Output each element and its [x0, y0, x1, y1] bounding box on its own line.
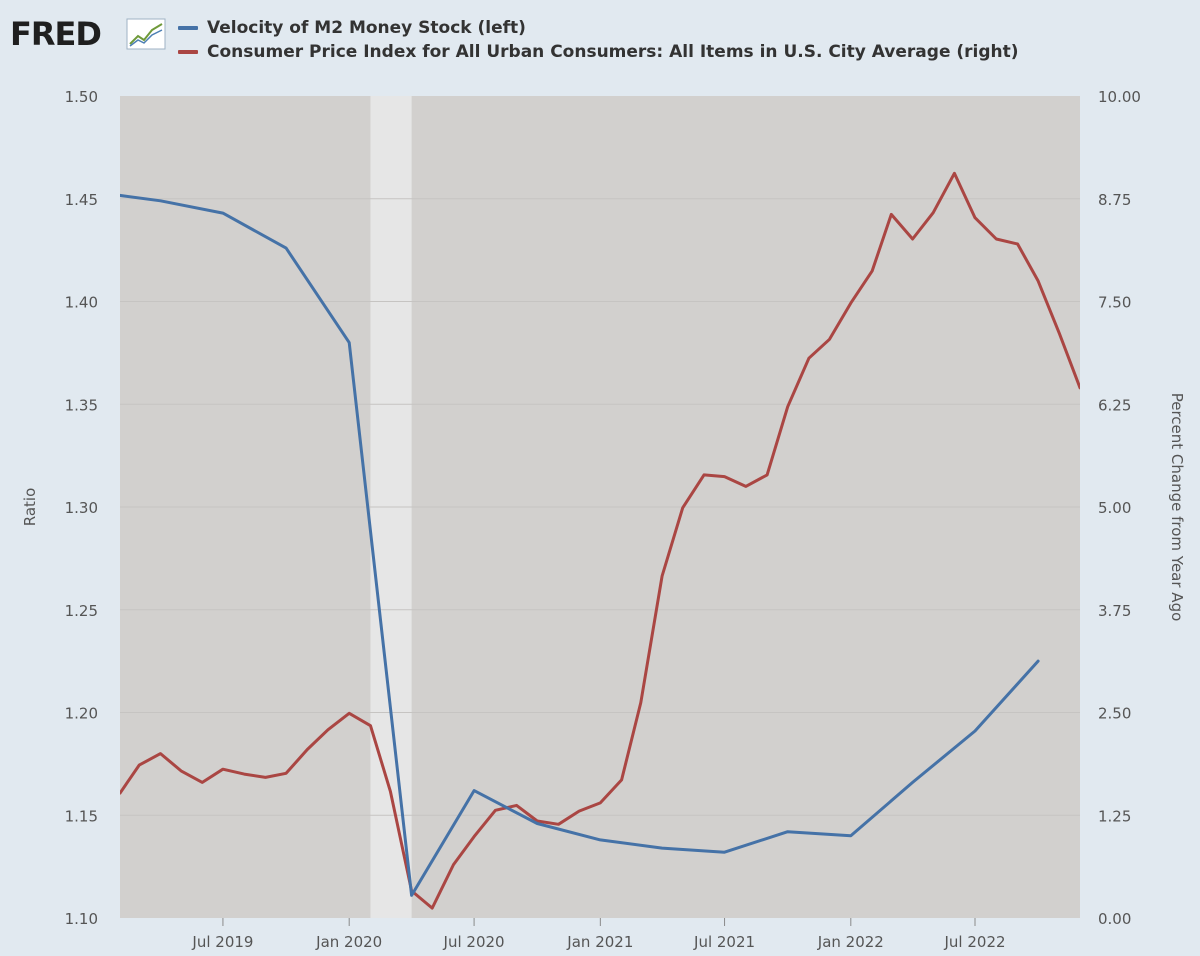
legend-swatch-velocity	[178, 26, 198, 30]
right-tick-label: 0.00	[1098, 910, 1131, 928]
series-line-velocity[interactable]	[99, 193, 1040, 897]
series-line-cpi[interactable]	[99, 171, 1080, 910]
legend-swatch-cpi	[178, 50, 198, 54]
left-axis-label: Ratio	[21, 488, 39, 527]
left-axis-ticks: 1.10 1.15 1.20 1.25 1.30 1.35 1.40 1.45 1.50	[65, 88, 98, 928]
legend-label-cpi: Consumer Price Index for All Urban Consu…	[207, 42, 1019, 62]
left-tick-label: 1.45	[65, 191, 98, 209]
right-tick-label: 8.75	[1098, 191, 1131, 209]
x-tick-label: Jan 2020	[315, 933, 382, 951]
gridlines	[120, 198, 1080, 816]
x-axis-ticks: Jul 2019 Jan 2020 Jul 2020 Jan 2021 Jul 2021…	[191, 918, 1006, 951]
left-tick-label: 1.15	[65, 807, 98, 825]
x-tick-label: Jul 2019	[191, 933, 253, 951]
left-tick-label: 1.40	[65, 294, 98, 312]
chart-header: FRED Velocity of M2 Money Stock (left) C…	[0, 0, 1200, 90]
right-tick-label: 5.00	[1098, 499, 1131, 517]
right-axis-ticks: 0.00 1.25 2.50 3.75 5.00 6.25 7.50 8.75 10.00	[1098, 88, 1141, 928]
legend: Velocity of M2 Money Stock (left) Consum…	[178, 16, 1019, 64]
x-tick-label: Jan 2022	[817, 933, 884, 951]
x-tick-label: Jul 2021	[693, 933, 755, 951]
x-tick-label: Jul 2022	[943, 933, 1005, 951]
series-layer	[99, 171, 1080, 910]
right-tick-label: 1.25	[1098, 807, 1131, 825]
fred-logo[interactable]: FRED	[10, 15, 102, 53]
legend-item-velocity[interactable]: Velocity of M2 Money Stock (left)	[178, 16, 1019, 40]
left-tick-label: 1.30	[65, 499, 98, 517]
left-tick-label: 1.20	[65, 705, 98, 723]
right-tick-label: 10.00	[1098, 88, 1141, 106]
left-tick-label: 1.50	[65, 88, 98, 106]
x-tick-label: Jan 2021	[566, 933, 633, 951]
right-tick-label: 3.75	[1098, 602, 1131, 620]
left-tick-label: 1.35	[65, 396, 98, 414]
legend-label-velocity: Velocity of M2 Money Stock (left)	[207, 18, 526, 38]
right-tick-label: 2.50	[1098, 705, 1131, 723]
right-axis-label: Percent Change from Year Ago	[1168, 393, 1186, 622]
fred-chart-logo-icon	[126, 18, 166, 50]
right-tick-label: 7.50	[1098, 294, 1131, 312]
right-tick-label: 6.25	[1098, 396, 1131, 414]
legend-item-cpi[interactable]: Consumer Price Index for All Urban Consu…	[178, 40, 1019, 64]
left-tick-label: 1.25	[65, 602, 98, 620]
left-tick-label: 1.10	[65, 910, 98, 928]
x-tick-label: Jul 2020	[443, 933, 505, 951]
